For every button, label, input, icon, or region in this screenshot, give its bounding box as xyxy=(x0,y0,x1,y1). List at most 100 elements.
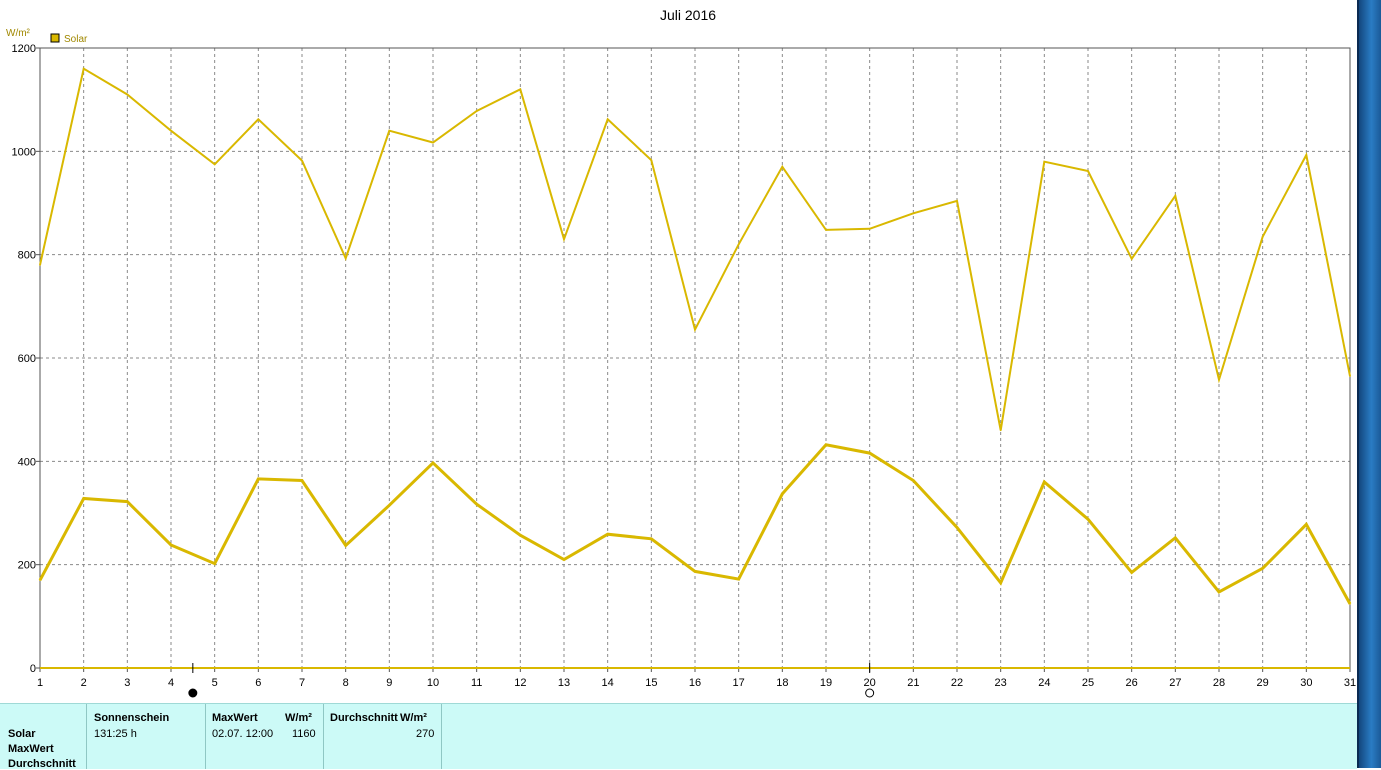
data-point-maxwert xyxy=(213,163,216,166)
data-point-durchschnitt xyxy=(825,444,827,446)
data-point-maxwert xyxy=(388,129,391,132)
data-point-maxwert xyxy=(1218,378,1220,381)
data-point-durchschnitt xyxy=(519,534,522,537)
data-point-maxwert xyxy=(301,159,303,162)
data-point-maxwert xyxy=(1087,170,1089,172)
data-point-durchschnitt xyxy=(563,558,565,561)
x-tick-label: 8 xyxy=(343,677,349,689)
data-point-maxwert xyxy=(1043,160,1046,163)
data-point-durchschnitt xyxy=(1261,567,1264,570)
data-point-durchschnitt xyxy=(1043,481,1046,483)
x-tick-label: 10 xyxy=(427,677,439,689)
data-point-maxwert xyxy=(519,88,522,91)
legend-swatch-solar xyxy=(50,33,60,43)
y-tick-label: 600 xyxy=(18,353,36,365)
x-tick-label: 14 xyxy=(602,677,614,689)
data-point-maxwert xyxy=(650,159,653,161)
data-point-maxwert xyxy=(475,110,478,112)
x-tick-label: 4 xyxy=(168,677,174,689)
x-tick-label: 29 xyxy=(1257,677,1269,689)
data-point-durchschnitt xyxy=(956,526,958,529)
data-point-durchschnitt xyxy=(301,479,303,482)
sunshine-cell: Sonnenschein 131:25 h xyxy=(87,704,206,769)
data-point-maxwert xyxy=(126,93,129,96)
x-tick-label: 7 xyxy=(299,677,305,689)
data-point-durchschnitt xyxy=(1349,603,1351,605)
row-label-solar: Solar xyxy=(8,728,36,740)
y-tick-label: 400 xyxy=(18,456,36,468)
data-point-maxwert xyxy=(999,429,1002,432)
x-tick-label: 9 xyxy=(386,677,392,689)
data-point-durchschnitt xyxy=(213,562,216,565)
y-axis-ticks: 0 200 400 600 800 1000 1200 xyxy=(12,43,40,675)
data-point-durchschnitt xyxy=(1305,523,1308,526)
x-tick-label: 11 xyxy=(471,677,482,689)
x-tick-label: 28 xyxy=(1213,677,1225,689)
x-tick-label: 21 xyxy=(907,677,919,689)
x-tick-label: 16 xyxy=(689,677,701,689)
x-tick-label: 15 xyxy=(645,677,657,689)
data-point-maxwert xyxy=(563,238,565,240)
data-point-maxwert xyxy=(737,243,740,246)
x-tick-label: 13 xyxy=(558,677,570,689)
x-axis-ticks: 1 2 3 4 5 6 7 8 9 10 11 12 13 14 15 16 17 18 19 20 21 22 23 24 2… xyxy=(37,668,1356,689)
data-point-maxwert xyxy=(82,67,85,70)
data-point-maxwert xyxy=(868,228,871,230)
sunshine-value: 131:25 h xyxy=(94,728,137,740)
x-tick-label: 1 xyxy=(37,677,43,689)
data-point-maxwert xyxy=(1174,194,1177,197)
x-tick-label: 26 xyxy=(1126,677,1138,689)
y-tick-label: 800 xyxy=(18,250,36,262)
data-point-durchschnitt xyxy=(126,500,129,503)
x-tick-label: 18 xyxy=(776,677,788,689)
data-point-durchschnitt xyxy=(82,497,85,500)
data-point-durchschnitt xyxy=(1218,591,1220,593)
avg-header: Durchschnitt xyxy=(330,712,398,724)
avg-value: 270 xyxy=(416,728,435,740)
x-tick-label: 12 xyxy=(514,677,526,689)
data-point-durchschnitt xyxy=(781,493,784,495)
x-tick-label: 6 xyxy=(255,677,261,689)
data-point-durchschnitt xyxy=(999,581,1002,584)
data-point-maxwert xyxy=(606,118,609,121)
x-tick-label: 19 xyxy=(820,677,832,689)
data-point-durchschnitt xyxy=(1087,518,1089,520)
data-point-maxwert xyxy=(39,264,41,266)
row-label-durchschnitt: Durchschnitt xyxy=(8,758,76,770)
data-point-durchschnitt xyxy=(170,544,172,546)
max-cell: MaxWert W/m² 02.07. 12:00 1160 xyxy=(206,704,324,769)
series-group xyxy=(38,67,1352,669)
x-tick-label: 22 xyxy=(951,677,963,689)
data-point-maxwert xyxy=(1130,258,1133,260)
legend-label-solar: Solar xyxy=(64,34,88,45)
x-tick-label: 5 xyxy=(212,677,218,689)
max-date: 02.07. 12:00 xyxy=(212,728,274,740)
data-point-durchschnitt xyxy=(868,452,871,454)
x-tick-label: 3 xyxy=(124,677,130,689)
sunshine-header: Sonnenschein xyxy=(94,712,170,724)
y-axis-unit: W/m² xyxy=(6,28,31,39)
data-point-durchschnitt xyxy=(388,504,391,507)
summary-panel: Solar MaxWert Durchschnitt Sonnenschein … xyxy=(0,703,1357,770)
x-tick-label: 30 xyxy=(1300,677,1312,689)
y-tick-label: 1000 xyxy=(12,146,36,158)
new-moon-icon xyxy=(188,688,198,698)
data-point-maxwert xyxy=(781,166,784,168)
x-tick-label: 23 xyxy=(995,677,1007,689)
moon-markers xyxy=(188,663,875,698)
data-point-durchschnitt xyxy=(39,579,41,581)
row-labels-cell: Solar MaxWert Durchschnitt xyxy=(0,704,87,770)
chart-svg: Juli 2016 W/m² Solar 0200400600800100012… xyxy=(6,7,1356,698)
x-tick-label: 25 xyxy=(1082,677,1094,689)
window-side-strip xyxy=(1357,0,1381,768)
data-point-maxwert xyxy=(956,200,958,202)
full-moon-icon xyxy=(865,688,875,698)
data-point-maxwert xyxy=(170,129,172,132)
data-point-maxwert xyxy=(1261,235,1264,238)
data-point-maxwert xyxy=(344,257,347,260)
x-tick-label: 2 xyxy=(81,677,87,689)
data-point-maxwert xyxy=(912,212,915,215)
data-point-durchschnitt xyxy=(257,478,260,480)
data-point-durchschnitt xyxy=(1174,537,1177,539)
y-tick-label: 200 xyxy=(18,560,36,572)
